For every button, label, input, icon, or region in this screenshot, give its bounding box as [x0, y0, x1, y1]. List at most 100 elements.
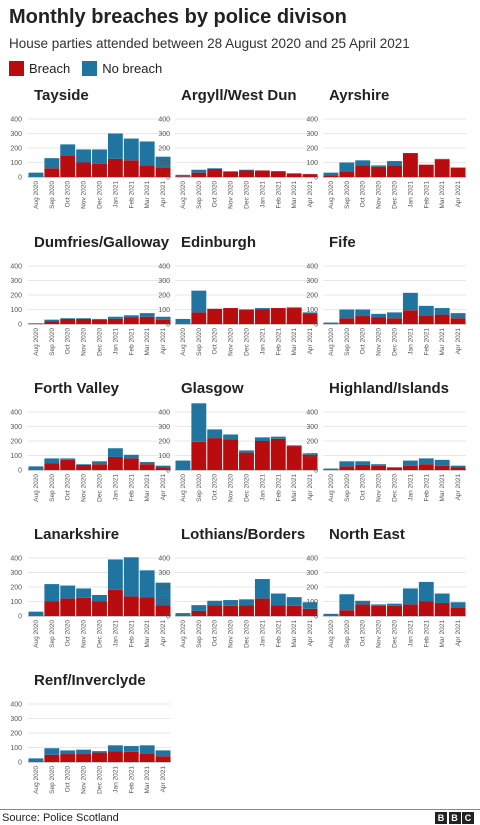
y-tick-label: 0	[18, 468, 22, 475]
bar-no-breach	[355, 309, 371, 317]
bar-no-breach	[123, 138, 139, 161]
y-tick-label: 0	[166, 614, 170, 621]
x-tick-label: Sep 2020	[196, 620, 203, 648]
x-tick-label: Jan 2021	[259, 181, 266, 208]
x-tick-label: Sep 2020	[49, 474, 56, 502]
y-tick-label: 300	[10, 131, 22, 138]
bar-breach	[239, 309, 254, 324]
bar-no-breach	[44, 319, 60, 322]
bar-no-breach	[175, 613, 191, 616]
y-tick-label: 300	[158, 278, 170, 285]
bar-no-breach	[44, 458, 60, 464]
bar-breach	[286, 173, 302, 177]
bar-breach	[339, 610, 355, 616]
x-tick-label: Sep 2020	[49, 181, 56, 209]
chart-subtitle: House parties attended between 28 August…	[9, 36, 410, 51]
bar-breach	[92, 752, 107, 762]
x-tick-label: Jan 2021	[407, 620, 414, 647]
bar-no-breach	[323, 613, 339, 616]
bar-breach	[434, 465, 450, 470]
x-tick-label: Feb 2021	[128, 474, 135, 502]
legend-label-breach: Breach	[29, 60, 71, 76]
bar-no-breach	[207, 168, 223, 170]
bar-no-breach	[107, 133, 123, 159]
x-tick-label: Apr 2021	[307, 328, 314, 355]
x-tick-label: Apr 2021	[160, 766, 167, 793]
bar-no-breach	[339, 162, 355, 172]
x-tick-label: Feb 2021	[128, 620, 135, 648]
bbc-logo-letter: B	[435, 812, 447, 824]
bar-breach	[270, 171, 286, 177]
bar-breach	[387, 318, 402, 324]
bar-breach	[323, 175, 339, 177]
bar-no-breach	[123, 557, 139, 597]
x-tick-label: Mar 2021	[144, 181, 151, 209]
bar-breach	[418, 601, 434, 616]
bar-no-breach	[286, 445, 302, 447]
x-tick-label: Dec 2020	[244, 328, 251, 356]
x-tick-label: Aug 2020	[33, 474, 40, 502]
y-tick-label: 100	[158, 453, 170, 460]
x-tick-label: Aug 2020	[33, 620, 40, 648]
bbc-logo: B B C	[434, 812, 474, 824]
bar-breach	[76, 754, 92, 762]
y-tick-label: 300	[10, 570, 22, 577]
bar-no-breach	[339, 461, 355, 467]
x-tick-label: Nov 2020	[81, 474, 88, 502]
y-tick-label: 100	[158, 599, 170, 606]
bar-breach	[60, 754, 76, 762]
bar-no-breach	[28, 758, 44, 762]
bar-breach	[450, 167, 466, 177]
bar-no-breach	[155, 156, 171, 168]
bar-breach	[339, 466, 355, 470]
bar-breach	[107, 318, 123, 324]
x-tick-label: Oct 2020	[360, 620, 367, 647]
y-tick-label: 200	[306, 146, 318, 153]
bar-breach	[44, 463, 60, 470]
bar-breach	[175, 615, 191, 616]
panel-title: Highland/Islands	[329, 380, 449, 397]
bar-breach	[371, 317, 387, 324]
x-tick-label: Oct 2020	[360, 181, 367, 208]
panel-title: Glasgow	[181, 380, 244, 397]
bar-breach	[60, 459, 76, 470]
y-tick-label: 100	[10, 453, 22, 460]
panel-title: Dumfries/Galloway	[34, 234, 170, 251]
bar-no-breach	[76, 318, 92, 319]
bar-no-breach	[434, 158, 450, 160]
bar-breach	[139, 753, 155, 762]
x-tick-label: Mar 2021	[291, 474, 298, 502]
bar-breach	[223, 171, 239, 177]
x-tick-label: Dec 2020	[392, 181, 399, 209]
bar-breach	[44, 168, 60, 177]
bar-breach	[155, 756, 171, 762]
bar-no-breach	[123, 315, 139, 318]
bar-breach	[92, 464, 107, 470]
x-tick-label: Sep 2020	[49, 766, 56, 794]
bar-breach	[286, 446, 302, 470]
x-tick-label: Dec 2020	[244, 181, 251, 209]
bar-no-breach	[371, 165, 387, 167]
x-tick-label: Oct 2020	[360, 328, 367, 355]
bar-breach	[123, 596, 139, 616]
y-tick-label: 400	[10, 117, 22, 124]
bar-no-breach	[387, 312, 402, 319]
bar-no-breach	[223, 434, 239, 440]
y-tick-label: 200	[158, 439, 170, 446]
bar-no-breach	[191, 169, 207, 173]
y-tick-label: 0	[314, 468, 318, 475]
bar-no-breach	[302, 453, 318, 455]
x-tick-label: Mar 2021	[439, 620, 446, 648]
bar-no-breach	[207, 600, 223, 606]
x-tick-label: Mar 2021	[291, 620, 298, 648]
bar-breach	[207, 308, 223, 324]
x-tick-label: Nov 2020	[228, 474, 235, 502]
x-tick-label: Jan 2021	[112, 620, 119, 647]
bar-breach	[371, 605, 387, 616]
bar-no-breach	[139, 313, 155, 317]
bar-no-breach	[139, 570, 155, 598]
bar-breach	[123, 751, 139, 762]
y-tick-label: 300	[158, 570, 170, 577]
bar-no-breach	[223, 600, 239, 606]
x-tick-label: Dec 2020	[244, 620, 251, 648]
